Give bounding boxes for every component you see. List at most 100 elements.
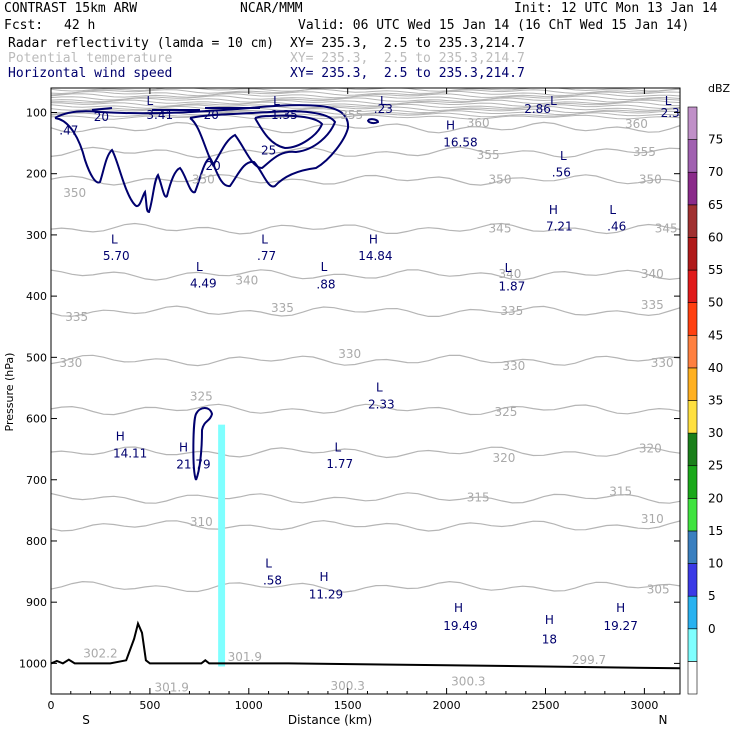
forecast-hour: 42 h [64,18,96,33]
low-marker: L [380,94,387,108]
theta-label: 340 [641,267,664,281]
wind-label: 18 [542,633,557,647]
theta-dense-line [51,101,680,107]
wind-label: 2.86 [524,102,551,116]
wind-label: 20 [204,108,219,122]
theta-label: 300.3 [451,674,485,688]
theta-label: 340 [235,273,258,287]
terrain-line [51,620,680,670]
colorbar-swatch [687,204,698,238]
theta-label: 355 [477,148,500,162]
colorbar-label: 40 [708,361,723,375]
jet-contour-top-1 [91,107,260,111]
model-title: CONTRAST 15km ARW [4,1,138,16]
theta-label: 360 [467,116,490,130]
high-marker: H [616,601,625,615]
theta-label: 350 [639,172,662,186]
theta-label: 325 [190,390,213,404]
theta-contour-330 [51,354,680,367]
theta-dense-line [51,88,680,92]
theta-dense-line [51,95,680,101]
theta-dense-line [51,112,680,118]
theta-contour-305 [51,580,680,593]
colorbar-label: 55 [708,263,723,277]
valid-time: Valid: 06 UTC Wed 15 Jan 14 (16 ChT Wed … [298,18,690,33]
theta-dense-line [51,105,680,112]
wind-speed-contours [54,104,380,481]
wind-label: 1.87 [499,279,526,293]
colorbar-swatch [687,661,698,695]
theta-label: 335 [500,304,523,318]
theta-label: 360 [625,117,648,131]
contour-labels: 360 360 355 355 355 350 350 350 350 345 345 340 340 3… [59,94,679,694]
field-theta-name: Potential temperature [8,51,173,66]
wind-label: 2.33 [368,398,395,412]
field-theta-xy: XY= 235.3, 2.5 to 235.3,214.7 [290,51,525,66]
colorbar-label: 75 [708,133,723,147]
low-marker: L [321,260,328,274]
high-marker: H [179,440,188,454]
colorbar-swatch [687,106,698,140]
theta-contour-360 [51,121,680,134]
y-tick-label: 900 [26,596,47,609]
jet-contour-outer [54,104,350,214]
wind-label: .77 [257,249,276,263]
y-tick-label: 700 [26,474,47,487]
forecast-label: Fcst: [4,18,44,33]
high-marker: H [454,601,463,615]
wind-label: 14.84 [358,249,392,263]
y-tick-label: 500 [26,351,47,364]
colorbar-label: 35 [708,394,723,408]
x-tick-label: 1000 [235,699,263,712]
theta-contour-355 [51,146,680,159]
colorbar-swatch [687,400,698,434]
theta-label: 301.9 [228,650,262,664]
theta-label: 355 [340,108,363,122]
theta-label: 305 [647,582,670,596]
high-marker: H [545,613,554,627]
colorbar-label: 0 [708,622,716,636]
low-marker: L [273,94,280,108]
x-tick-label: 2000 [433,699,461,712]
theta-label: 300.3 [331,679,365,693]
wind-label: 21.79 [176,458,210,472]
wind-label: 19.27 [603,619,637,633]
colorbar-label: 15 [708,524,723,538]
high-marker: H [369,232,378,246]
reflectivity-colorbar: 0 5 10 15 20 25 30 35 40 45 50 55 60 65 70 75 dBZ [687,82,731,695]
colorbar-swatch [687,432,698,467]
low-marker: L [376,380,383,394]
theta-label: 320 [639,442,662,456]
wind-label: 19.49 [443,619,477,633]
colorbar-label: 45 [708,328,723,342]
theta-dense-line [51,92,680,99]
wind-label: 14.11 [113,447,147,461]
y-tick-label: 600 [26,413,47,426]
colorbar-label: 60 [708,230,723,244]
colorbar-swatch [687,530,698,564]
low-marker: L [560,149,567,163]
theta-label: 350 [63,186,86,200]
terrain-profile [51,620,680,670]
y-tick-label: 300 [26,229,47,242]
x-tick-label: 0 [48,699,55,712]
theta-label: 325 [494,405,517,419]
colorbar-label: 20 [708,491,723,505]
x-tick-label: 500 [139,699,160,712]
theta-label: 320 [493,451,516,465]
low-marker: L [505,261,512,275]
theta-label: 330 [338,347,361,361]
theta-label: 330 [651,356,674,370]
y-axis: 100 200 300 400 500 600 700 800 900 1000 [19,106,680,670]
theta-dense-line [51,99,680,105]
x-tick-label: 3000 [630,699,658,712]
theta-contour-335 [51,305,680,317]
field-reflectivity-name: Radar reflectivity (lamda = 10 cm) [8,36,275,51]
colorbar-swatch [687,334,698,369]
wind-label: 5.70 [103,249,130,263]
low-marker: L [665,94,672,108]
jet-contour-right [367,118,380,125]
colorbar-swatch [687,237,698,271]
plot-frame [50,87,681,695]
theta-label: 330 [502,359,525,373]
